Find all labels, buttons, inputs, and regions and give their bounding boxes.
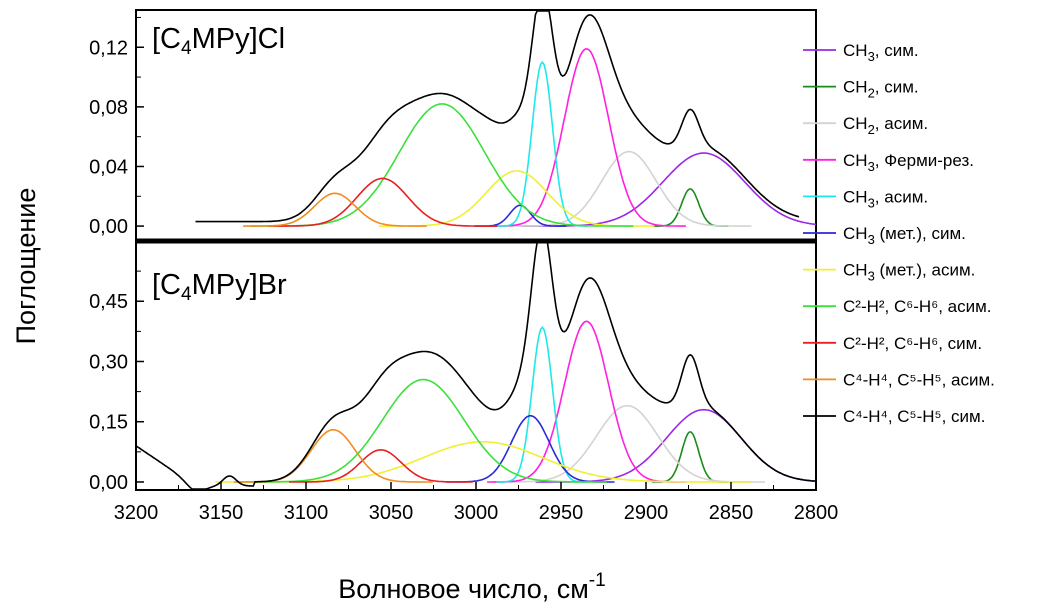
- panel-label-top-post: MPy]Cl: [192, 23, 285, 55]
- panel-label-bottom-pre: [C: [152, 269, 181, 301]
- x-tick-label: 3050: [369, 502, 414, 524]
- x-tick-label: 3000: [454, 502, 499, 524]
- legend-label: CH3, сим.: [843, 41, 919, 64]
- component-curve: [250, 103, 634, 227]
- legend-label-post: , асим.: [875, 187, 928, 206]
- legend-label-sub: 3: [868, 195, 875, 210]
- x-tick-label: 3150: [199, 502, 244, 524]
- y-tick-label: 0,45: [89, 291, 128, 313]
- legend-label: CH3, асим.: [843, 187, 928, 210]
- legend-label-post: , сим.: [875, 41, 919, 60]
- y-tick-label: 0,08: [89, 97, 128, 119]
- x-axis-title-text: Волновое число, см: [338, 574, 588, 604]
- x-tick-label: 3200: [114, 502, 159, 524]
- legend-label: CH3, Ферми-рез.: [843, 151, 974, 174]
- y-tick-label: 0,15: [89, 412, 128, 434]
- legend-label-sub: 2: [868, 86, 875, 101]
- legend-label-pre: CH: [843, 151, 868, 170]
- component-curve: [652, 431, 729, 483]
- legend-label-pre: CH: [843, 78, 868, 97]
- legend-label-post: (мет.), асим.: [875, 261, 976, 280]
- legend-label-sub: 3: [868, 232, 875, 247]
- panel-label-top-sub: 4: [181, 38, 192, 59]
- legend-label: CH3 (мет.), сим.: [843, 224, 966, 247]
- component-curve: [239, 378, 607, 483]
- x-tick-label: 3100: [284, 502, 329, 524]
- sum-curve: [195, 10, 800, 223]
- labels: [C4MPy]Cl [C4MPy]Br Поглощение Волновое …: [11, 23, 606, 604]
- legend-label: C⁴-H⁴, C⁵-H⁵, сим.: [843, 407, 985, 426]
- y-tick-label: 0,04: [89, 156, 128, 178]
- component-curve: [520, 152, 817, 227]
- y-tick-label: 0,00: [89, 216, 128, 238]
- legend-label-pre: CH: [843, 187, 868, 206]
- legend-label-post: , асим.: [875, 114, 928, 133]
- y-tick-label: 0,00: [89, 472, 128, 494]
- legend-label-post: , Ферми-рез.: [875, 151, 974, 170]
- x-tick-label: 2950: [539, 502, 584, 524]
- legend-label-sub: 3: [868, 159, 875, 174]
- x-axis-title-sup: -1: [589, 570, 606, 591]
- legend-label-pre: CH: [843, 224, 868, 243]
- legend-label: CH2, асим.: [843, 114, 928, 137]
- legend: CH3, сим.CH2, сим.CH2, асим.CH3, Ферми-р…: [803, 41, 995, 426]
- y-axis-title: Поглощение: [11, 188, 41, 345]
- legend-label-pre: CH: [843, 114, 868, 133]
- legend-label-sub: 3: [868, 269, 875, 284]
- component-curve: [267, 177, 498, 227]
- panel-label-top: [C4MPy]Cl: [152, 23, 285, 59]
- panel-label-bottom-post: MPy]Br: [192, 269, 287, 301]
- x-tick-label: 2850: [709, 502, 754, 524]
- legend-label: C²-H², C⁶-H⁶, асим.: [843, 297, 992, 316]
- legend-label-sub: 3: [868, 49, 875, 64]
- component-curve: [446, 415, 615, 483]
- component-curve: [487, 320, 686, 483]
- component-curve: [243, 192, 427, 227]
- legend-label-pre: CH: [843, 261, 868, 280]
- legend-label: CH2, сим.: [843, 78, 919, 101]
- x-axis-title: Волновое число, см-1: [338, 570, 605, 604]
- plot-frame: [135, 9, 817, 491]
- y-tick-label: 0,12: [89, 37, 128, 59]
- y-tick-label: 0,30: [89, 351, 128, 373]
- component-curve: [489, 404, 765, 483]
- component-curve: [487, 48, 686, 227]
- component-curve: [289, 448, 473, 483]
- ticks: 0,00 0,04 0,08 0,12 0,00 0,15 0,30 0,45 3200 3150…: [89, 16, 839, 524]
- legend-label-sub: 2: [868, 122, 875, 137]
- x-tick-label: 2800: [794, 502, 839, 524]
- sum-curve: [135, 241, 817, 490]
- component-curve: [496, 325, 589, 483]
- panel-label-top-pre: [C: [152, 23, 181, 55]
- legend-label: C²-H², C⁶-H⁶, сим.: [843, 334, 982, 353]
- curves: [135, 10, 817, 490]
- panel-label-bottom: [C4MPy]Br: [152, 269, 287, 305]
- plot-frames: [135, 9, 817, 491]
- panel-label-bottom-sub: 4: [181, 284, 192, 305]
- legend-label: CH3 (мет.), асим.: [843, 261, 975, 284]
- legend-label-pre: CH: [843, 41, 868, 60]
- legend-label-post: (мет.), сим.: [875, 224, 966, 243]
- x-tick-label: 2900: [624, 502, 669, 524]
- legend-label-post: , сим.: [875, 78, 919, 97]
- component-curve: [233, 429, 433, 483]
- legend-label: C⁴-H⁴, C⁵-H⁵, асим.: [843, 370, 995, 389]
